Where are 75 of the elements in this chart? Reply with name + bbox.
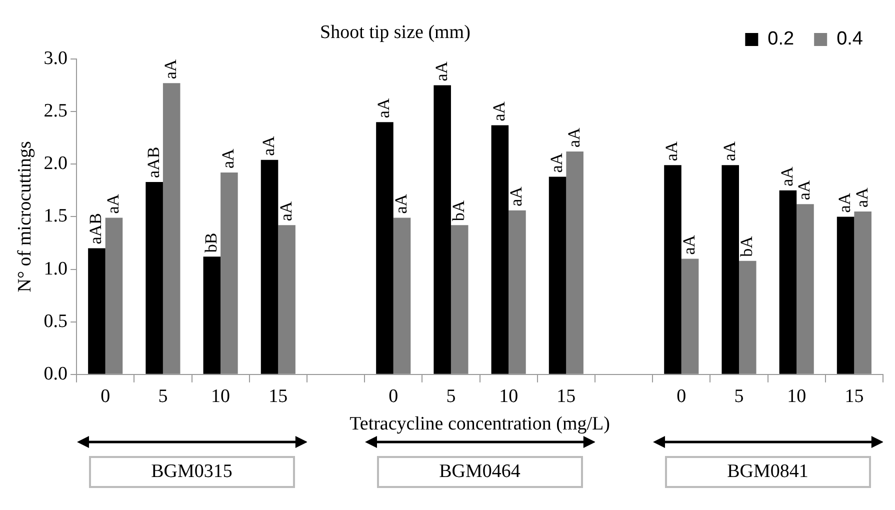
- bar: [220, 172, 238, 374]
- x-tick-label: 5: [446, 386, 456, 407]
- bar: [796, 204, 814, 374]
- x-axis-title: Tetracycline concentration (mg/L): [350, 414, 610, 435]
- bar: [162, 83, 180, 374]
- y-tick-label: 1.0: [44, 258, 68, 280]
- bar: [105, 218, 123, 374]
- data-label: aA: [374, 98, 394, 118]
- data-label: aA: [852, 186, 872, 208]
- y-tick-label: 1.5: [44, 206, 68, 227]
- x-tick-label: 10: [499, 386, 518, 407]
- data-label: aA: [794, 180, 814, 200]
- data-label: bB: [201, 232, 220, 253]
- y-axis-title: N° of microcuttings: [14, 141, 36, 292]
- bar: [779, 190, 797, 374]
- bar: [738, 260, 756, 374]
- data-label: aA: [276, 200, 296, 222]
- bar: [836, 216, 854, 374]
- bar: [664, 165, 682, 374]
- y-tick-label: 0.5: [44, 310, 68, 332]
- bar: [434, 85, 451, 374]
- x-tick-label: 15: [268, 386, 288, 407]
- bar: [566, 152, 584, 374]
- x-tick-label: 5: [734, 386, 744, 407]
- data-label: aAB: [144, 146, 163, 178]
- bar: [491, 125, 509, 374]
- data-label: aA: [103, 193, 122, 214]
- bar: [278, 225, 296, 374]
- data-label: aA: [564, 126, 584, 148]
- bar: [260, 160, 278, 374]
- text: BGM0464: [376, 456, 583, 488]
- data-label: bA: [737, 235, 756, 257]
- bar: [393, 218, 411, 374]
- data-label: aA: [835, 192, 854, 213]
- x-tick-label: 0: [676, 386, 686, 407]
- y-tick-label: 0.0: [44, 363, 68, 384]
- data-label: aA: [777, 166, 796, 186]
- data-label: aA: [662, 140, 682, 162]
- x-tick-label: 10: [787, 386, 806, 407]
- data-label: aA: [218, 148, 238, 169]
- legend-title: Shoot tip size (mm): [320, 22, 470, 44]
- bar: [450, 225, 468, 374]
- bar: [548, 176, 566, 374]
- x-tick-label: 0: [100, 386, 110, 407]
- bar: [376, 122, 394, 374]
- bar: [203, 256, 221, 374]
- data-label: aAB: [86, 213, 106, 244]
- x-tick-label: 15: [556, 386, 576, 407]
- y-tick-label: 2.5: [44, 100, 68, 122]
- data-label: aA: [547, 152, 566, 173]
- bar: [681, 258, 699, 374]
- text: BGM0841: [664, 456, 871, 488]
- bar: [88, 248, 106, 374]
- bar: [508, 210, 526, 374]
- data-label: aA: [432, 60, 451, 82]
- x-tick-label: 15: [844, 386, 864, 407]
- data-label: bA: [449, 200, 468, 222]
- x-tick-label: 0: [388, 386, 398, 407]
- bar: [146, 182, 163, 374]
- data-label: aA: [161, 58, 180, 80]
- x-tick-label: 5: [158, 386, 168, 407]
- data-label: aA: [489, 100, 508, 122]
- legend-label: 0.4: [836, 28, 864, 50]
- data-label: aA: [258, 135, 278, 156]
- x-tick-label: 10: [211, 386, 230, 407]
- text: BGM0315: [88, 456, 295, 488]
- data-label: aA: [679, 234, 698, 255]
- bar: [722, 165, 739, 374]
- data-label: aA: [391, 193, 410, 214]
- bar: [854, 211, 872, 374]
- legend-label: 0.2: [768, 28, 794, 50]
- y-tick-label: 3.0: [44, 48, 68, 69]
- data-label: aA: [506, 186, 526, 206]
- y-tick-label: 2.0: [44, 153, 68, 174]
- data-label: aA: [720, 140, 739, 162]
